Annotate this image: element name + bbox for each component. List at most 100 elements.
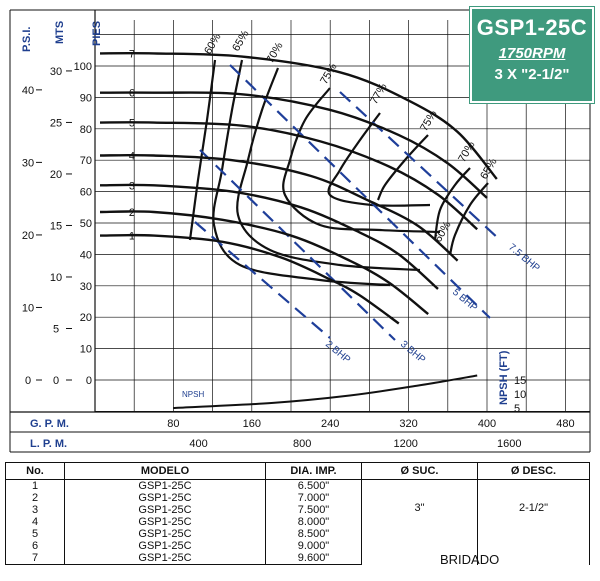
- pies-tick-label: 50: [80, 218, 92, 230]
- size-label: 3 X "2-1/2": [494, 66, 570, 83]
- suc-value: 3": [361, 479, 478, 565]
- efficiency-curve: [236, 67, 421, 272]
- impeller-curve: [99, 52, 498, 180]
- row-modelo: GSP1-25C: [64, 540, 266, 552]
- impeller-curve: [99, 183, 439, 290]
- npsh-tick-label: 5: [514, 403, 520, 415]
- mts-axis-label: MTS: [54, 21, 66, 44]
- row-no: 5: [5, 528, 65, 540]
- row-dia: 7.000": [265, 492, 362, 504]
- table-row: 1 GSP1-25C 6.500" 3" 2-1/2": [5, 479, 590, 565]
- psi-tick-label: 20: [22, 230, 34, 242]
- row-dia: 7.500": [265, 504, 362, 516]
- mts-tick-label: 5: [53, 323, 59, 335]
- gpm-ticks: 80 160 240 320 400 480: [167, 418, 574, 430]
- gpm-tick-label: 80: [167, 418, 179, 430]
- row-dia: 8.000": [265, 516, 362, 528]
- bhp-line: [229, 64, 491, 319]
- table-row: 7 GSP1-25C 9.600": [5, 552, 590, 565]
- row-modelo: GSP1-25C: [64, 504, 266, 516]
- bhp-line: [194, 221, 331, 339]
- efficiency-label: 60%: [202, 31, 224, 56]
- psi-tick-label: 30: [22, 157, 34, 169]
- efficiency-curve: [188, 59, 217, 241]
- gpm-tick-label: 160: [243, 418, 261, 430]
- model-title: GSP1-25C: [476, 15, 588, 40]
- row-no: 4: [5, 516, 65, 528]
- efficiency-curve: [282, 87, 441, 234]
- gpm-tick-label: 480: [556, 418, 574, 430]
- gpm-axis-label: G. P. M.: [30, 418, 69, 430]
- psi-tick-label: 40: [22, 85, 34, 97]
- mts-ticks: 30 25 20 15 10 5 0: [50, 66, 72, 387]
- table-row: 4 GSP1-25C 8.000": [5, 516, 590, 528]
- npsh-curve: [173, 374, 478, 409]
- row-dia: 9.600": [265, 552, 362, 565]
- row-modelo: GSP1-25C: [64, 528, 266, 540]
- efficiency-label: 75%: [418, 108, 440, 133]
- row-dia: 9.000": [265, 540, 362, 552]
- row-no: 1: [5, 479, 65, 492]
- col-suc: Ø SUC.: [361, 462, 478, 480]
- gpm-tick-label: 240: [321, 418, 339, 430]
- pies-tick-label: 60: [80, 187, 92, 199]
- table-row: 3 GSP1-25C 7.500": [5, 504, 590, 516]
- pies-tick-label: 70: [80, 155, 92, 167]
- efficiency-curve: [376, 134, 429, 201]
- npsh-line: [173, 374, 478, 409]
- lpm-ticks: 400 800 1200 1600: [189, 438, 521, 450]
- npsh-tick-label: 15: [514, 375, 526, 387]
- col-dia: DIA. IMP.: [265, 462, 362, 480]
- row-no: 2: [5, 492, 65, 504]
- bhp-label: 3 BHP: [398, 339, 427, 366]
- col-desc: Ø DESC.: [477, 462, 590, 480]
- model-title-box: GSP1-25C 1750RPM 3 X "2-1/2": [469, 6, 595, 104]
- pies-tick-label: 20: [80, 312, 92, 324]
- model-table: No. MODELO DIA. IMP. Ø SUC. Ø DESC. 1 GSP…: [5, 462, 590, 565]
- pies-tick-label: 100: [74, 61, 92, 73]
- mts-tick-label: 10: [50, 272, 62, 284]
- mts-tick-label: 30: [50, 66, 62, 78]
- bhp-label: 5 BHP: [450, 287, 479, 314]
- lpm-tick-label: 1200: [393, 438, 417, 450]
- mts-tick-label: 15: [50, 220, 62, 232]
- npsh-curve-label: NPSH: [182, 390, 204, 399]
- bhp-label: 7.5 BHP: [506, 242, 542, 275]
- col-modelo: MODELO: [64, 462, 266, 480]
- psi-tick-label: 10: [22, 302, 34, 314]
- lpm-tick-label: 800: [293, 438, 311, 450]
- pies-tick-label: 10: [80, 344, 92, 356]
- mts-tick-label: 25: [50, 117, 62, 129]
- npsh-tick-label: 10: [514, 389, 526, 401]
- gpm-tick-label: 400: [478, 418, 496, 430]
- impeller-curve-label: 6: [129, 88, 135, 100]
- lpm-tick-label: 1600: [497, 438, 521, 450]
- desc-value: 2-1/2": [477, 479, 590, 565]
- npsh-ticks: 15 10 5: [514, 375, 526, 415]
- row-dia: 6.500": [265, 479, 362, 492]
- psi-ticks: 40 30 20 10 0: [22, 85, 42, 387]
- pies-tick-label: 0: [86, 375, 92, 387]
- bhp-line: [339, 91, 501, 241]
- col-no: No.: [5, 462, 65, 480]
- row-no: 6: [5, 540, 65, 552]
- row-modelo: GSP1-25C: [64, 492, 266, 504]
- bhp-line: [199, 149, 396, 341]
- lpm-tick-label: 400: [189, 438, 207, 450]
- table-row: 2 GSP1-25C 7.000": [5, 492, 590, 504]
- efficiency-curve: [212, 59, 391, 287]
- row-modelo: GSP1-25C: [64, 552, 266, 565]
- row-no: 3: [5, 504, 65, 516]
- gpm-tick-label: 320: [399, 418, 417, 430]
- table-row: 5 GSP1-25C 8.500": [5, 528, 590, 540]
- impeller-curve-label: 1: [129, 231, 135, 243]
- pies-tick-label: 30: [80, 281, 92, 293]
- row-modelo: GSP1-25C: [64, 479, 266, 492]
- rpm-label: 1750RPM: [498, 45, 566, 62]
- impeller-curve-label: 7: [129, 48, 135, 60]
- row-no: 7: [5, 552, 65, 565]
- efficiency-label: 65%: [230, 28, 252, 53]
- row-dia: 8.500": [265, 528, 362, 540]
- bhp-label: 2 BHP: [323, 339, 352, 366]
- pies-axis-label: PIES: [91, 21, 103, 46]
